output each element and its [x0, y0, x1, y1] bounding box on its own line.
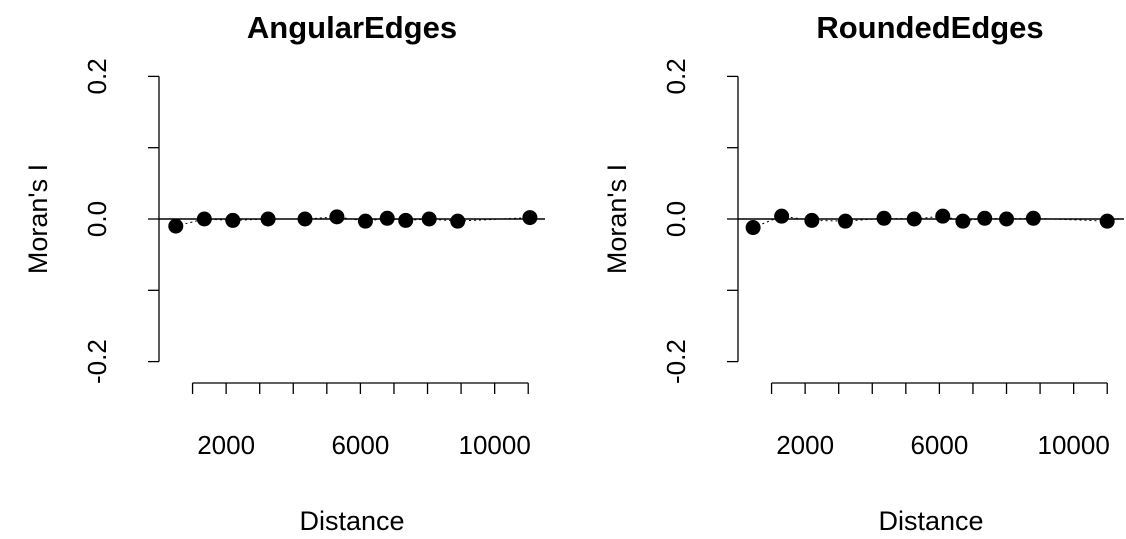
- series-line: [175, 216, 530, 227]
- x-tick-label: 6000: [331, 430, 389, 460]
- data-point: [999, 211, 1015, 227]
- data-point: [935, 208, 951, 224]
- data-point: [1025, 210, 1041, 226]
- data-point: [1099, 213, 1115, 229]
- y-tick-label: 0.2: [661, 58, 691, 94]
- data-point: [450, 213, 466, 229]
- data-point: [745, 220, 761, 236]
- data-point: [398, 212, 414, 228]
- data-point: [225, 212, 241, 228]
- panel-rounded-edges: RoundedEdges -0.2 0.0 0.2 2000 6000 10000 Dista…: [602, 10, 1124, 536]
- data-point: [804, 212, 820, 228]
- y-tick-label: -0.2: [82, 339, 112, 384]
- data-point: [522, 210, 538, 226]
- data-point: [906, 211, 922, 227]
- data-point: [196, 211, 212, 227]
- x-axis-label: Distance: [299, 506, 404, 536]
- panel-angular-edges: AngularEdges -0.2 0.0 0.2 2000 6000 10000 Dista…: [23, 10, 545, 536]
- chart-title: RoundedEdges: [816, 10, 1043, 45]
- data-point: [379, 210, 395, 226]
- y-axis-label: Moran's I: [23, 164, 53, 274]
- x-tick-label: 10000: [1037, 430, 1109, 460]
- data-point: [421, 211, 437, 227]
- data-point: [329, 209, 345, 225]
- x-tick-label: 2000: [776, 430, 834, 460]
- data-point: [357, 213, 373, 229]
- x-tick-label: 6000: [910, 430, 968, 460]
- data-point: [955, 213, 971, 229]
- data-point: [168, 218, 184, 234]
- data-point: [260, 211, 276, 227]
- data-point: [774, 208, 790, 224]
- chart-title: AngularEdges: [247, 10, 457, 45]
- data-point: [297, 211, 313, 227]
- x-axis-label: Distance: [878, 506, 983, 536]
- y-axis-label: Moran's I: [602, 164, 632, 274]
- data-point: [837, 213, 853, 229]
- y-tick-label: 0.2: [82, 58, 112, 94]
- x-tick-label: 10000: [458, 430, 530, 460]
- x-tick-label: 2000: [197, 430, 255, 460]
- y-tick-label: 0.0: [661, 201, 691, 237]
- data-point: [876, 210, 892, 226]
- y-tick-label: 0.0: [82, 201, 112, 237]
- data-point: [977, 210, 993, 226]
- y-tick-label: -0.2: [661, 339, 691, 384]
